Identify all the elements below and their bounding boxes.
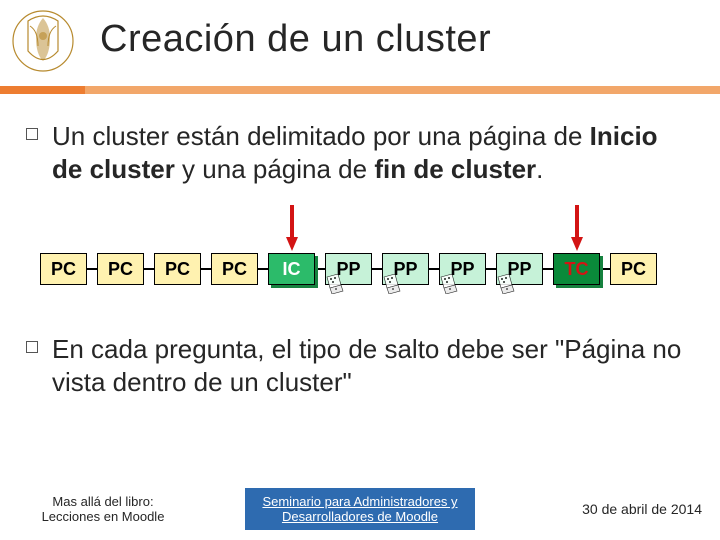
box-label: PC (621, 259, 646, 280)
diagram-box-pp: PP (382, 253, 429, 285)
cluster-diagram: PC PC PC PC IC PP PP PP PP TC PC (40, 199, 680, 319)
connector (429, 268, 439, 270)
box-label: PC (51, 259, 76, 280)
bullet-text: En cada pregunta, el tipo de salto debe … (52, 333, 694, 398)
text-run: En cada pregunta, el tipo de salto debe … (52, 334, 681, 397)
bullet-item: Un cluster están delimitado por una pági… (26, 120, 694, 185)
connector (486, 268, 496, 270)
footer-left-line2: Lecciones en Moodle (42, 509, 165, 524)
box-label: PP (393, 259, 417, 280)
diagram-chain: PC PC PC PC IC PP PP PP PP TC PC (40, 253, 657, 285)
diagram-box-pp: PP (439, 253, 486, 285)
diagram-box-pc: PC (40, 253, 87, 285)
footer-left: Mas allá del libro: Lecciones en Moodle (18, 494, 188, 524)
arrow-down-icon (570, 203, 584, 251)
connector (315, 268, 325, 270)
diagram-box-pc: PC (97, 253, 144, 285)
footer-right: 30 de abril de 2014 (532, 501, 702, 517)
diagram-box-pc: PC (211, 253, 258, 285)
connector (600, 268, 610, 270)
box-label: PC (165, 259, 190, 280)
diagram-box-tc: TC (553, 253, 600, 285)
diagram-box-pp: PP (325, 253, 372, 285)
box-label: TC (565, 259, 589, 280)
text-run: Un cluster están delimitado por una pági… (52, 121, 590, 151)
box-label: PC (222, 259, 247, 280)
footer-left-line1: Mas allá del libro: (52, 494, 153, 509)
page-title: Creación de un cluster (100, 18, 491, 61)
bullet-item: En cada pregunta, el tipo de salto debe … (26, 333, 694, 398)
connector (258, 268, 268, 270)
connector (144, 268, 154, 270)
footer-center-line1: Seminario para Administradores y (262, 494, 457, 509)
bullet-text: Un cluster están delimitado por una pági… (52, 120, 694, 185)
connector (543, 268, 553, 270)
diagram-box-ic: IC (268, 253, 315, 285)
text-run: . (536, 154, 543, 184)
box-label: IC (283, 259, 301, 280)
text-run: fin de cluster (374, 154, 536, 184)
diagram-box-pp: PP (496, 253, 543, 285)
connector (201, 268, 211, 270)
box-label: PP (450, 259, 474, 280)
header: Creación de un cluster (0, 0, 720, 94)
arrow-down-icon (285, 203, 299, 251)
diagram-box-pc: PC (610, 253, 657, 285)
footer: Mas allá del libro: Lecciones en Moodle … (0, 488, 720, 530)
slide-body: Un cluster están delimitado por una pági… (26, 120, 694, 412)
footer-center-line2: Desarrolladores de Moodle (282, 509, 438, 524)
bullet-marker-icon (26, 128, 38, 140)
box-label: PP (507, 259, 531, 280)
box-label: PC (108, 259, 133, 280)
text-run: y una página de (175, 154, 375, 184)
slide: Creación de un cluster Un cluster están … (0, 0, 720, 540)
diagram-box-pc: PC (154, 253, 201, 285)
connector (372, 268, 382, 270)
unam-logo (8, 6, 78, 76)
footer-center: Seminario para Administradores y Desarro… (245, 488, 475, 530)
box-label: PP (336, 259, 360, 280)
accent-bar (0, 86, 720, 94)
bullet-marker-icon (26, 341, 38, 353)
connector (87, 268, 97, 270)
